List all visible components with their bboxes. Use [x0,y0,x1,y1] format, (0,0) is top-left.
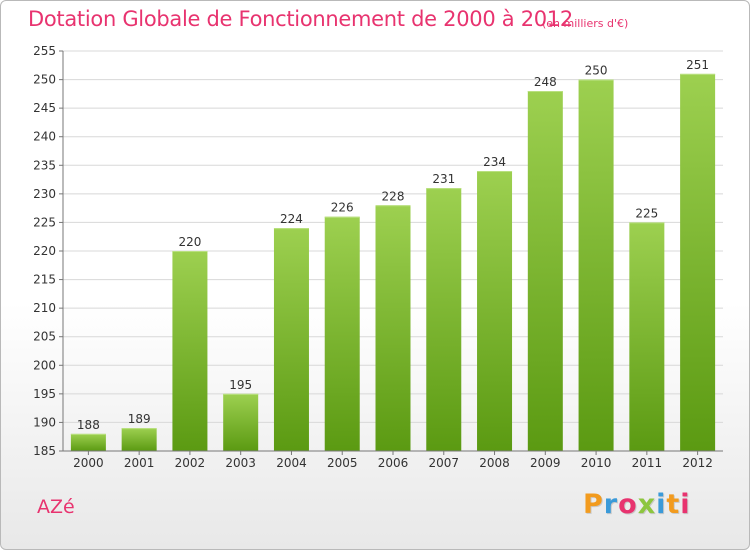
y-tick-label: 255 [33,44,56,58]
bar-2011 [629,222,665,451]
data-label-2005: 226 [331,201,354,215]
y-tick-label: 240 [33,130,56,144]
bar-2001 [121,428,157,451]
bar-2006 [375,205,411,451]
x-tick-label-2005: 2005 [327,456,358,470]
y-tick-label: 210 [33,301,56,315]
data-label-2002: 220 [178,235,201,249]
logo-letter: x [637,489,657,520]
logo-letter: o [618,489,638,520]
bars: 188 189 220 195 224 226 228 231 234 248 250 225 251 [70,58,716,452]
x-tick-label-2006: 2006 [378,456,409,470]
data-label-2009: 248 [534,75,557,89]
x-tick-label-2012: 2012 [682,456,713,470]
y-tick-label: 185 [33,444,56,458]
y-tick-label: 245 [33,101,56,115]
bar-2003 [223,393,259,451]
bar-2002 [172,251,208,451]
x-tick-label-2004: 2004 [276,456,307,470]
bar-2009 [527,91,563,451]
data-label-2008: 234 [483,155,506,169]
data-label-2001: 189 [128,412,151,426]
bar-2005 [324,216,360,451]
bar-2010 [578,79,614,452]
logo-letter: t [666,489,681,520]
data-label-2012: 251 [686,58,709,72]
bar-2000 [70,433,106,451]
y-tick-label: 230 [33,187,56,201]
logo-letter: i [656,489,667,520]
y-tick-label: 200 [33,358,56,372]
proxiti-logo[interactable]: Proxiti [583,489,691,520]
bar-2008 [477,171,513,451]
commune-name: AZé [37,496,75,518]
y-tick-label: 215 [33,273,56,287]
y-tick-label: 235 [33,158,56,172]
chart-title: Dotation Globale de Fonctionnement de 20… [28,7,573,31]
logo-letter: P [583,489,604,520]
data-label-2000: 188 [77,418,100,432]
x-tick-label-2002: 2002 [175,456,206,470]
y-tick-label: 195 [33,387,56,401]
y-tick-label: 205 [33,330,56,344]
logo-letter: r [603,489,619,520]
data-label-2007: 231 [432,172,455,186]
x-tick-label-2011: 2011 [632,456,663,470]
data-label-2004: 224 [280,212,303,226]
data-label-2011: 225 [635,206,658,220]
y-tick-label: 190 [33,415,56,429]
y-tick-label: 220 [33,244,56,258]
x-tick-label-2001: 2001 [124,456,155,470]
bar-2012 [680,73,716,451]
x-tick-label-2007: 2007 [428,456,459,470]
x-tick-label-2009: 2009 [530,456,561,470]
chart-subtitle: (en milliers d'€) [542,17,629,30]
logo-letter: i [680,489,691,520]
bar-2004 [273,228,309,451]
axes: 185 190 195 200 205 210 215 220 225 230 235 240 245 2… [33,44,723,470]
y-tick-label: 225 [33,215,56,229]
data-label-2006: 228 [382,189,405,203]
data-label-2003: 195 [229,378,252,392]
x-tick-label-2000: 2000 [73,456,104,470]
y-tick-label: 250 [33,73,56,87]
data-label-2010: 250 [585,64,608,78]
x-tick-label-2010: 2010 [581,456,612,470]
bar-2007 [426,188,462,451]
x-tick-label-2008: 2008 [479,456,510,470]
x-tick-label-2003: 2003 [225,456,256,470]
